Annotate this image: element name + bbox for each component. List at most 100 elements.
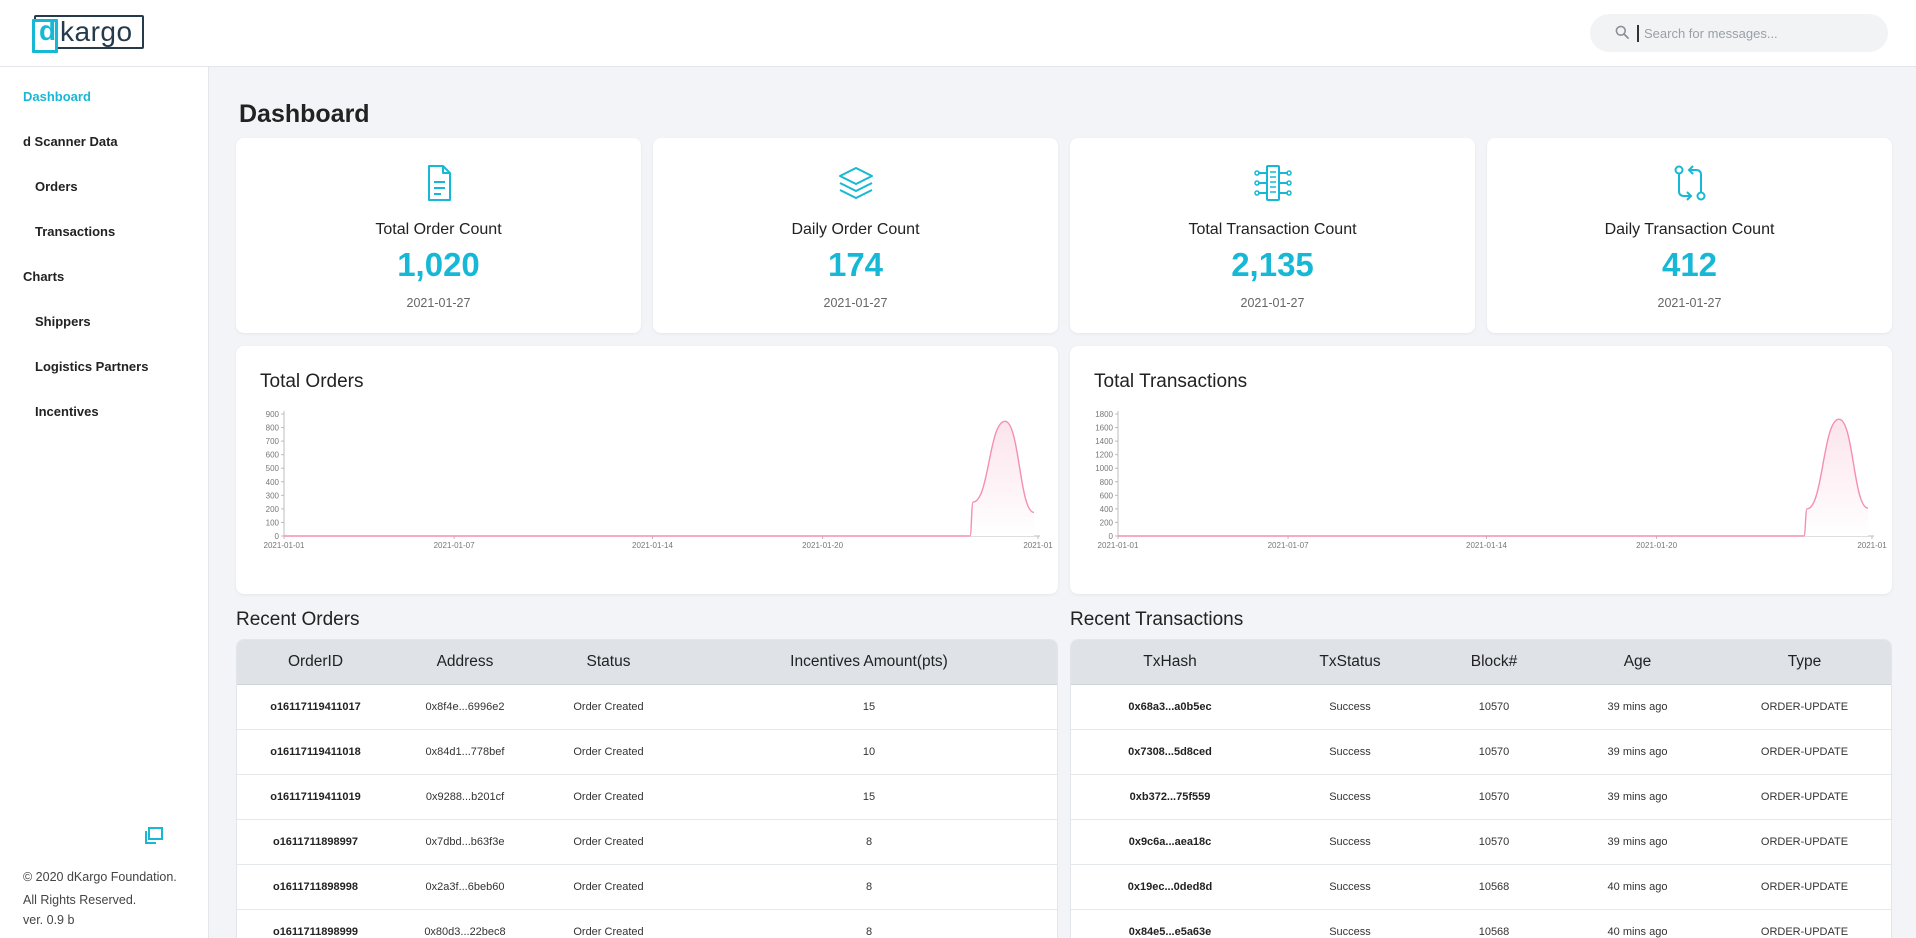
- table-cell: 39 mins ago: [1557, 729, 1718, 775]
- table-cell[interactable]: 0xb372...75f559: [1071, 774, 1269, 820]
- table-cell[interactable]: o1611711898997: [237, 819, 394, 865]
- table-cell[interactable]: o1611711898998: [237, 864, 394, 910]
- sidebar-item-logistics-partners[interactable]: Logistics Partners: [35, 359, 149, 374]
- table-cell: Success: [1269, 684, 1431, 730]
- sidebar-item-charts[interactable]: Charts: [23, 269, 65, 284]
- recent-orders-title: Recent Orders: [236, 609, 360, 630]
- table-cell: Order Created: [536, 864, 681, 910]
- layers-icon: [838, 167, 873, 199]
- series-line: [1118, 418, 1869, 537]
- y-tick-label: 1200: [1095, 451, 1113, 460]
- table-cell[interactable]: o16117119411017: [237, 684, 394, 730]
- table-cell: Order Created: [536, 819, 681, 865]
- x-tick-label: 2021-01-01: [1098, 541, 1139, 550]
- table-row[interactable]: 0x68a3...a0b5ec Success 10570 39 mins ago OR…: [1071, 684, 1891, 730]
- table-cell[interactable]: 0x19ec...0ded8d: [1071, 864, 1269, 910]
- stat-value: 2,135: [1231, 246, 1314, 283]
- x-tick-label: 2021-01-14: [632, 541, 673, 550]
- series-area: [284, 421, 1034, 536]
- swap-arrows-icon: [1674, 165, 1705, 201]
- stat-label: Daily Order Count: [791, 221, 920, 238]
- table-row[interactable]: 0x9c6a...aea18c Success 10570 39 mins ago OR…: [1071, 819, 1891, 865]
- x-tick-label: 2021-01-07: [1268, 541, 1309, 550]
- table-cell[interactable]: 0x7308...5d8ced: [1071, 729, 1269, 775]
- column-header[interactable]: Age: [1557, 640, 1718, 685]
- y-tick-label: 400: [1100, 505, 1114, 514]
- search-icon: [1615, 25, 1629, 39]
- stat-card-daily-transaction-count: Daily Transaction Count 412 2021-01-27: [1487, 138, 1892, 333]
- table-row[interactable]: o1611711898998 0x2a3f...6beb60 Order Creat…: [237, 864, 1057, 910]
- table-cell: Order Created: [536, 909, 681, 938]
- table-cell[interactable]: 0x84e5...e5a63e: [1071, 909, 1269, 938]
- table-cell: Order Created: [536, 684, 681, 730]
- search-bar[interactable]: [1590, 14, 1888, 52]
- y-tick-label: 100: [266, 518, 280, 527]
- table-cell[interactable]: o1611711898999: [237, 909, 394, 938]
- table-cell: 10568: [1431, 864, 1557, 910]
- y-tick-label: 1600: [1095, 424, 1113, 433]
- sidebar-item-shippers[interactable]: Shippers: [35, 314, 91, 329]
- column-header[interactable]: TxHash: [1071, 640, 1269, 685]
- y-tick-label: 400: [266, 478, 280, 487]
- table-cell: 10570: [1431, 819, 1557, 865]
- footer-rights: All Rights Reserved.: [23, 893, 137, 907]
- table-cell: 0x8f4e...6996e2: [394, 684, 536, 730]
- y-tick-label: 0: [1109, 532, 1114, 541]
- table-row[interactable]: 0x7308...5d8ced Success 10570 39 mins ago OR…: [1071, 729, 1891, 775]
- search-input[interactable]: [1644, 22, 1864, 44]
- table-cell: Success: [1269, 729, 1431, 775]
- stat-date: 2021-01-27: [823, 296, 888, 310]
- table-cell: Order Created: [536, 729, 681, 775]
- top-bar: d kargo: [0, 0, 1916, 67]
- table-row[interactable]: o16117119411018 0x84d1...778bef Order Crea…: [237, 729, 1057, 775]
- recent-transactions-title: Recent Transactions: [1070, 609, 1244, 630]
- logo-d-letter: d: [39, 15, 57, 46]
- total-orders-chart-card: Total Orders 0 100 200 300 400 500 600 700 800 90…: [236, 346, 1058, 594]
- y-tick-label: 200: [266, 505, 280, 514]
- stat-date: 2021-01-27: [406, 296, 471, 310]
- table-cell[interactable]: o16117119411018: [237, 729, 394, 775]
- column-header[interactable]: Type: [1718, 640, 1891, 685]
- column-header[interactable]: TxStatus: [1269, 640, 1431, 685]
- stat-card-total-transaction-count: Total Transaction Count 2,135 2021-01-27: [1070, 138, 1475, 333]
- stat-value: 1,020: [397, 246, 480, 283]
- x-tick-label: 2021-01-20: [802, 541, 843, 550]
- column-header[interactable]: OrderID: [237, 640, 394, 685]
- stat-label: Daily Transaction Count: [1604, 221, 1775, 238]
- stat-date: 2021-01-27: [1657, 296, 1722, 310]
- sidebar-item-orders[interactable]: Orders: [35, 179, 78, 194]
- table-cell: 39 mins ago: [1557, 774, 1718, 820]
- table-cell: ORDER-UPDATE: [1718, 819, 1891, 865]
- column-header[interactable]: Address: [394, 640, 536, 685]
- logo-d-mark: [32, 19, 58, 53]
- table-cell: Success: [1269, 774, 1431, 820]
- table-cell[interactable]: 0x9c6a...aea18c: [1071, 819, 1269, 865]
- dkargo-logo[interactable]: d kargo: [32, 15, 144, 53]
- sidebar-item-d-scanner-data[interactable]: d Scanner Data: [23, 134, 118, 149]
- table-cell[interactable]: 0x68a3...a0b5ec: [1071, 684, 1269, 730]
- sidebar-item-incentives[interactable]: Incentives: [35, 404, 99, 419]
- table-cell: 10: [681, 729, 1057, 775]
- table-cell[interactable]: o16117119411019: [237, 774, 394, 820]
- table-cell: 10570: [1431, 684, 1557, 730]
- table-cell: 0x80d3...22bec8: [394, 909, 536, 938]
- sidebar-item-transactions[interactable]: Transactions: [35, 224, 116, 239]
- y-tick-label: 600: [266, 451, 280, 460]
- circuit-icon: [1253, 165, 1292, 201]
- table-cell: 0x84d1...778bef: [394, 729, 536, 775]
- sidebar-item-dashboard[interactable]: Dashboard: [23, 89, 91, 104]
- table-cell: 8: [681, 909, 1057, 938]
- column-header[interactable]: Incentives Amount(pts): [681, 640, 1057, 685]
- table-row[interactable]: o16117119411019 0x9288...b201cf Order Crea…: [237, 774, 1057, 820]
- table-cell: ORDER-UPDATE: [1718, 774, 1891, 820]
- column-header[interactable]: Block#: [1431, 640, 1557, 685]
- chart-title: Total Orders: [260, 371, 364, 392]
- table-row[interactable]: 0xb372...75f559 Success 10570 39 mins ago OR…: [1071, 774, 1891, 820]
- table-row[interactable]: o1611711898997 0x7dbd...b63f3e Order Creat…: [237, 819, 1057, 865]
- table-row[interactable]: 0x19ec...0ded8d Success 10568 40 mins ago OR…: [1071, 864, 1891, 910]
- column-header[interactable]: Status: [536, 640, 681, 685]
- y-tick-label: 200: [1100, 518, 1114, 527]
- table-row[interactable]: o1611711898999 0x80d3...22bec8 Order Creat…: [237, 909, 1057, 938]
- table-row[interactable]: o16117119411017 0x8f4e...6996e2 Order Crea…: [237, 684, 1057, 730]
- table-row[interactable]: 0x84e5...e5a63e Success 10568 40 mins ago OR…: [1071, 909, 1891, 938]
